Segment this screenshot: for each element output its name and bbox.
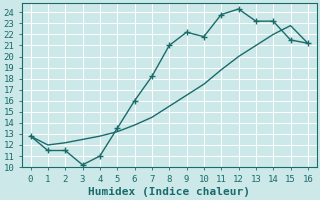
X-axis label: Humidex (Indice chaleur): Humidex (Indice chaleur) [88,186,250,197]
